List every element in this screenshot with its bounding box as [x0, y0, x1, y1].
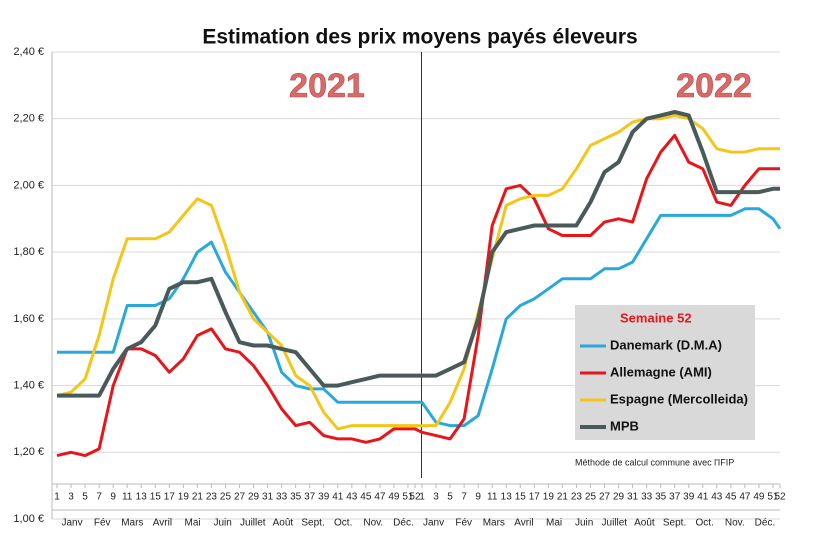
y-tick-label: 2,20 € — [13, 113, 44, 125]
x-tick-label: 39 — [683, 492, 695, 503]
month-label: Fév — [455, 518, 472, 529]
legend-label: MPB — [610, 418, 639, 433]
x-tick-label: 31 — [262, 492, 274, 503]
month-label: Déc. — [755, 518, 776, 529]
legend-label: Danemark (D.M.A) — [610, 337, 722, 352]
x-tick-label: 43 — [711, 492, 723, 503]
month-label: Oct. — [696, 518, 714, 529]
x-tick-label: 21 — [192, 492, 204, 503]
x-tick-label: 5 — [447, 492, 453, 503]
x-tick-label: 51 — [402, 492, 414, 503]
y-tick-label: 1,60 € — [13, 313, 44, 325]
x-tick-label: 43 — [346, 492, 358, 503]
month-label: Janv — [423, 518, 444, 529]
legend-label: Espagne (Mercolleida) — [610, 391, 748, 406]
x-tick-label: 49 — [753, 492, 765, 503]
x-tick-label: 7 — [461, 492, 467, 503]
y-tick-label: 2,40 € — [13, 46, 44, 58]
x-tick-label: 1 — [54, 492, 60, 503]
legend-title: Semaine 52 — [620, 310, 692, 325]
x-tick-label: 27 — [599, 492, 611, 503]
y-tick-label: 1,00 € — [13, 513, 44, 525]
legend-label: Allemagne (AMI) — [610, 364, 712, 379]
x-tick-label: 41 — [697, 492, 709, 503]
x-tick-label: 17 — [164, 492, 176, 503]
x-tick-label: 23 — [571, 492, 583, 503]
x-tick-label: 25 — [585, 492, 597, 503]
month-label: Mai — [546, 518, 562, 529]
x-tick-label: 41 — [332, 492, 344, 503]
x-tick-label: 7 — [96, 492, 102, 503]
month-label: Juin — [214, 518, 232, 529]
month-label: Nov. — [725, 518, 745, 529]
x-tick-label: 5 — [82, 492, 88, 503]
x-tick-label: 45 — [360, 492, 372, 503]
month-label: Mars — [483, 518, 505, 529]
month-label: Sept. — [301, 518, 324, 529]
x-tick-label: 33 — [641, 492, 653, 503]
x-tick-label: 19 — [178, 492, 190, 503]
month-label: Oct. — [334, 518, 352, 529]
x-tick-label: 51 — [767, 492, 779, 503]
x-tick-label: 13 — [501, 492, 513, 503]
month-label: Août — [634, 518, 655, 529]
month-label: Janv — [62, 518, 83, 529]
x-tick-label: 37 — [669, 492, 681, 503]
chart-title: Estimation des prix moyens payés éleveur… — [202, 26, 637, 49]
x-tick-label: 9 — [110, 492, 116, 503]
note: Méthode de calcul commune avec l'IFIP — [575, 457, 734, 467]
x-tick-label: 39 — [318, 492, 330, 503]
x-tick-label: 35 — [655, 492, 667, 503]
x-tick-label: 27 — [234, 492, 246, 503]
x-tick-label: 13 — [136, 492, 148, 503]
x-tick-label: 52 — [774, 492, 786, 503]
x-tick-label: 3 — [433, 492, 439, 503]
month-label: Sept. — [663, 518, 686, 529]
x-tick-label: 49 — [388, 492, 400, 503]
x-tick-label: 25 — [220, 492, 232, 503]
x-tick-label: 29 — [613, 492, 625, 503]
x-tick-label: 45 — [725, 492, 737, 503]
x-tick-label: 17 — [529, 492, 541, 503]
x-tick-label: 47 — [739, 492, 751, 503]
month-label: Août — [273, 518, 294, 529]
x-tick-label: 47 — [374, 492, 386, 503]
x-tick-label: 21 — [557, 492, 569, 503]
month-label: Mars — [121, 518, 143, 529]
month-label: Juillet — [602, 518, 628, 529]
month-label: Juillet — [240, 518, 266, 529]
x-tick-label: 11 — [122, 492, 133, 503]
year-annotation: 2021 — [289, 67, 365, 105]
month-label: Déc. — [393, 518, 414, 529]
y-tick-label: 2,00 € — [13, 179, 44, 191]
month-label: Avril — [514, 518, 533, 529]
y-tick-label: 1,80 € — [13, 246, 44, 258]
x-tick-label: 11 — [487, 492, 498, 503]
x-tick-label: 31 — [627, 492, 639, 503]
x-tick-label: 37 — [304, 492, 316, 503]
month-label: Fév — [94, 518, 111, 529]
x-tick-label: 15 — [515, 492, 527, 503]
x-tick-label: 1 — [419, 492, 425, 503]
x-tick-label: 15 — [150, 492, 162, 503]
month-label: Mai — [185, 518, 201, 529]
year-annotation: 2022 — [676, 67, 752, 105]
month-label: Juin — [575, 518, 593, 529]
month-label: Avril — [153, 518, 172, 529]
month-label: Nov. — [363, 518, 383, 529]
series-line — [56, 113, 780, 431]
x-tick-label: 52 — [409, 492, 421, 503]
series-line — [57, 110, 780, 398]
x-tick-label: 9 — [475, 492, 481, 503]
series-line — [56, 133, 780, 458]
x-tick-label: 3 — [68, 492, 74, 503]
x-tick-label: 29 — [248, 492, 260, 503]
x-tick-label: 19 — [543, 492, 555, 503]
y-tick-label: 1,20 € — [13, 446, 44, 458]
x-tick-label: 33 — [276, 492, 288, 503]
x-tick-label: 23 — [206, 492, 218, 503]
y-tick-label: 1,40 € — [13, 379, 44, 391]
x-tick-label: 35 — [290, 492, 302, 503]
